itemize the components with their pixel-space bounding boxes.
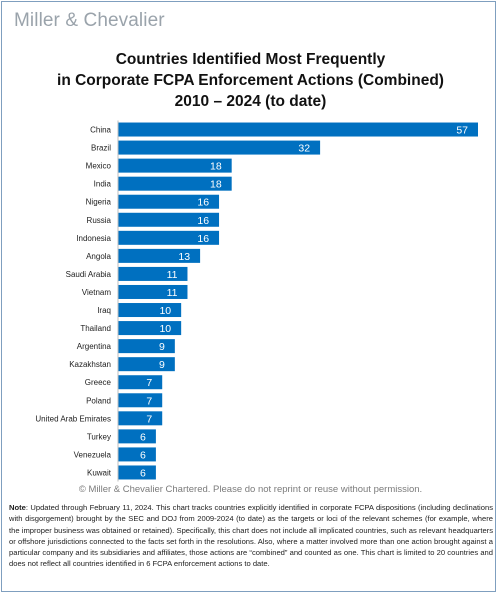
chart-title-line-2: in Corporate FCPA Enforcement Actions (C…: [57, 72, 444, 89]
note-label: Note: [9, 503, 26, 512]
bar-value-label: 7: [146, 377, 152, 389]
bar-value-label: 11: [167, 269, 178, 281]
bar-value-label: 6: [140, 449, 146, 461]
bar-value-label: 10: [159, 305, 171, 317]
note-text: : Updated through February 11, 2024. Thi…: [9, 503, 493, 569]
bar-chart: China 57 Brazil 32 Mexico 18 India 18 Nigeria 16 R…: [35, 120, 478, 482]
category-label: Nigeria: [86, 198, 112, 207]
chart-title-line-1: Countries Identified Most Frequently: [115, 51, 386, 68]
bar: [118, 429, 156, 444]
category-label: Mexico: [86, 162, 112, 171]
bar-value-label: 6: [140, 431, 146, 443]
bar-value-label: 18: [210, 179, 222, 191]
bar-value-label: 7: [146, 413, 152, 425]
category-label: Vietnam: [82, 288, 112, 297]
bar-value-label: 16: [197, 197, 209, 209]
bar: [118, 140, 321, 155]
bar: [118, 212, 220, 227]
bar: [118, 375, 163, 390]
bar: [118, 357, 175, 372]
copyright-notice: © Miller & Chevalier Chartered. Please d…: [78, 484, 423, 495]
category-label: Kuwait: [87, 468, 112, 477]
category-label: Poland: [86, 396, 111, 405]
category-label: Turkey: [87, 432, 111, 441]
bar: [118, 321, 182, 336]
category-label: Venezuela: [74, 450, 112, 459]
category-label: Thailand: [80, 324, 111, 333]
bar: [118, 447, 156, 462]
bar-value-label: 11: [167, 287, 178, 299]
bar: [118, 393, 163, 408]
bar-value-label: 10: [159, 323, 171, 335]
bar: [118, 339, 175, 354]
bar-value-label: 7: [146, 395, 152, 407]
bar: [118, 248, 201, 263]
chart-title: Countries Identified Most Frequently in …: [2, 49, 495, 112]
bar-value-label: 9: [159, 341, 165, 353]
bar-value-label: 6: [140, 467, 146, 479]
bar-value-label: 9: [159, 359, 165, 371]
category-label: Argentina: [77, 342, 112, 351]
category-label: Indonesia: [76, 234, 111, 243]
bar: [118, 122, 478, 137]
bar: [118, 465, 156, 480]
category-label: United Arab Emirates: [35, 414, 111, 423]
category-label: Greece: [85, 378, 112, 387]
bar-value-label: 16: [197, 215, 209, 227]
chart-note: Note: Updated through February 11, 2024.…: [9, 502, 493, 570]
bar-value-label: 16: [197, 233, 209, 245]
bar-value-label: 18: [210, 161, 222, 173]
category-label: China: [90, 126, 111, 135]
bar: [118, 176, 232, 191]
category-label: Iraq: [97, 306, 111, 315]
bar: [118, 411, 163, 426]
bar-value-label: 13: [178, 251, 190, 263]
bar: [118, 284, 188, 299]
category-label: Kazakhstan: [69, 360, 111, 369]
bar: [118, 303, 182, 318]
bar: [118, 194, 220, 209]
bar: [118, 230, 220, 245]
chart-title-line-3: 2010 – 2024 (to date): [174, 93, 327, 110]
bar-value-label: 57: [456, 125, 468, 137]
bar-value-label: 32: [298, 143, 310, 155]
category-label: Brazil: [91, 144, 111, 153]
category-label: Russia: [87, 216, 112, 225]
category-label: Angola: [86, 252, 111, 261]
category-label: India: [94, 180, 112, 189]
bar: [118, 266, 188, 281]
bar: [118, 158, 232, 173]
category-label: Saudi Arabia: [66, 270, 112, 279]
brand-logo: Miller & Chevalier: [14, 10, 165, 31]
